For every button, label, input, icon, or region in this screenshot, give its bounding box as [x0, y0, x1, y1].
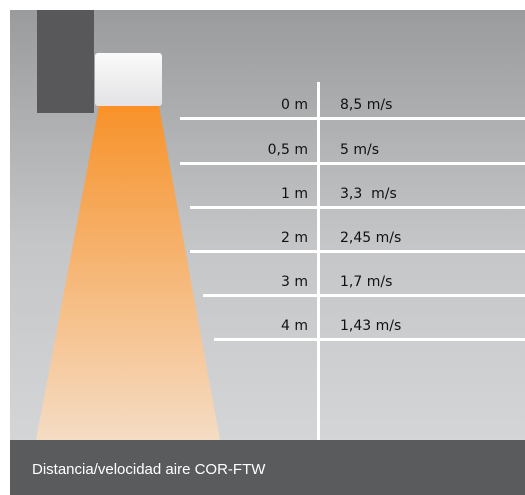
speed-label: 8,5 m/s [340, 97, 393, 113]
speed-label: 2,45 m/s [340, 230, 402, 246]
axis-line [317, 82, 320, 440]
caption: Distancia/velocidad aire COR-FTW [32, 461, 266, 478]
row-divider [190, 250, 525, 253]
air-curtain-unit [95, 53, 162, 106]
airflow-diagram: 0 m 8,5 m/s 0,5 m 5 m/s 1 m 3,3 m/s 2 m … [10, 10, 525, 440]
row-divider [180, 117, 525, 120]
row-divider [214, 338, 525, 341]
speed-label: 5 m/s [340, 142, 380, 158]
speed-label: 1,43 m/s [340, 318, 402, 334]
wall-mount [37, 10, 94, 113]
speed-label: 3,3 m/s [340, 186, 397, 202]
air-beam [36, 106, 220, 440]
distance-label: 3 m [281, 274, 308, 290]
distance-label: 0 m [281, 97, 308, 113]
row-divider [190, 206, 525, 209]
caption-bar: Distancia/velocidad aire COR-FTW [10, 440, 525, 495]
distance-label: 1 m [281, 186, 308, 202]
row-divider [203, 294, 525, 297]
distance-label: 4 m [281, 318, 308, 334]
speed-label: 1,7 m/s [340, 274, 393, 290]
row-divider [180, 162, 525, 165]
distance-label: 0,5 m [267, 142, 308, 158]
distance-label: 2 m [281, 230, 308, 246]
